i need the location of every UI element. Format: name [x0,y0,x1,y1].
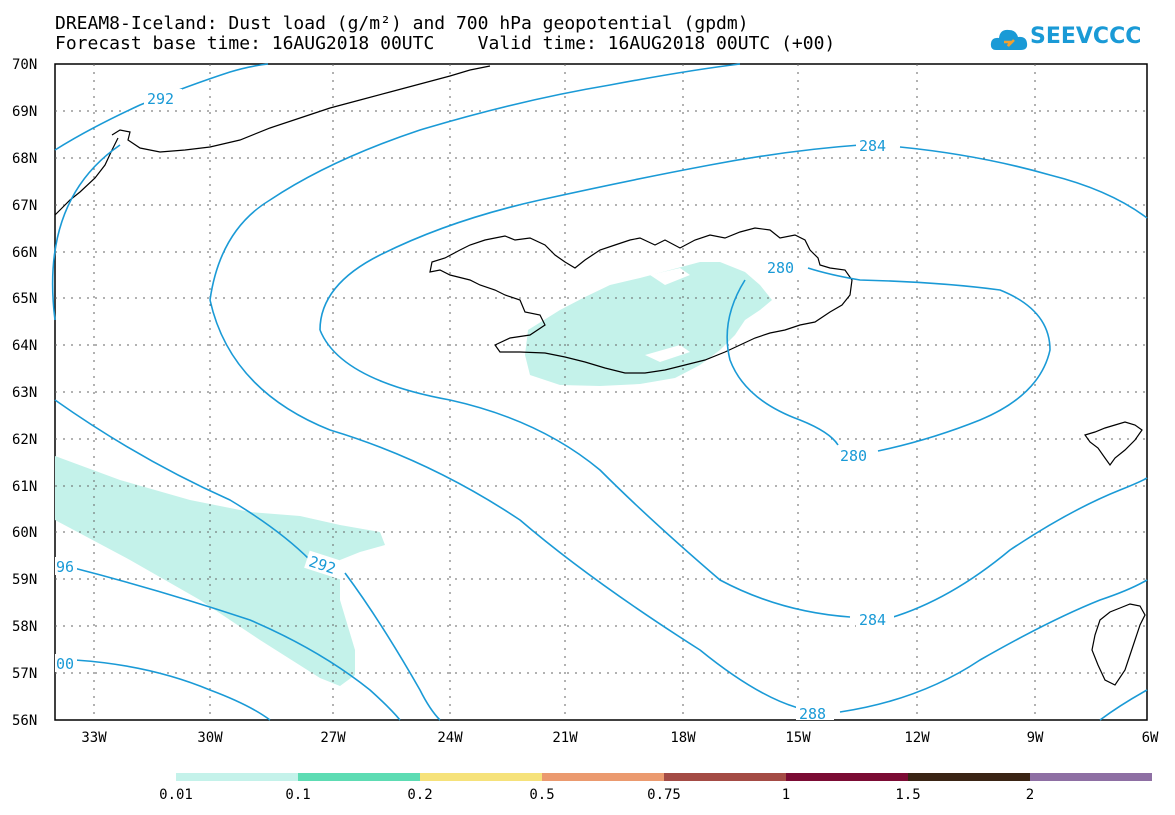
lon-label: 33W [81,730,107,746]
lat-label: 63N [12,385,37,401]
contour-288 [209,63,741,301]
lon-label: 15W [785,730,811,746]
contour-label: 292 [147,90,174,108]
colorbar-label: 1 [781,787,791,803]
lat-label: 66N [12,245,37,261]
lat-label: 59N [12,572,37,588]
coast-faroe [1084,421,1143,467]
map-title-line1: DREAM8-Iceland: Dust load (g/m²) and 700… [55,13,749,34]
map-title-line2: Forecast base time: 16AUG2018 00UTC Vali… [55,33,836,54]
coast-greenland [111,65,491,153]
lon-label: 18W [670,730,696,746]
contour-label: 280 [840,447,867,465]
colorbar-swatch [908,773,1030,781]
contour-280 [726,279,839,446]
contour-296 [69,566,401,721]
lat-label: 58N [12,619,37,635]
colorbar-label: 0.2 [407,787,433,803]
contour-284 [319,144,861,331]
dust-area-iceland [525,262,772,386]
coast-scotland [1091,603,1146,686]
lat-label: 64N [12,338,37,354]
lat-labels: 70N 69N 68N 67N 66N 65N 64N 63N 62N 61N … [12,57,37,729]
lat-label: 68N [12,151,37,167]
colorbar-swatch [176,773,298,781]
colorbar-label: 1.5 [895,787,921,803]
lat-label: 65N [12,291,37,307]
contour-label: 00 [56,655,74,673]
lon-labels: 33W 30W 27W 24W 21W 18W 15W 12W 9W 6W [81,730,1159,746]
colorbar-swatch [786,773,908,781]
cloud-logo-icon [990,29,1028,50]
coast-iceland [429,227,853,374]
colorbar-label: 0.1 [285,787,311,803]
colorbar-label: 0.01 [159,787,193,803]
contour-300 [74,659,271,721]
colorbar-swatch [420,773,542,781]
lat-label: 61N [12,479,37,495]
geopotential-contours [51,63,1148,721]
lat-label: 69N [12,104,37,120]
colorbar [176,773,1152,781]
colorbar-swatch [664,773,786,781]
lon-label: 12W [904,730,930,746]
lon-label: 9W [1027,730,1044,746]
colorbar-label: 2 [1025,787,1035,803]
lon-label: 21W [552,730,578,746]
lat-label: 60N [12,525,37,541]
contour-292-south [54,399,311,561]
contour-label: 284 [859,137,886,155]
dust-area-southwest [55,456,385,686]
colorbar-swatch [298,773,420,781]
map-grid [55,64,1147,720]
colorbar-swatch [1030,773,1152,781]
contour-label: 280 [767,259,794,277]
contour-288-north [51,144,121,321]
lon-label: 30W [197,730,223,746]
contour-label: 284 [859,611,886,629]
lat-label: 67N [12,198,37,214]
colorbar-swatch [542,773,664,781]
coastlines [54,65,1146,686]
colorbar-label: 0.5 [529,787,555,803]
colorbar-label: 0.75 [647,787,681,803]
contour-label: 288 [799,705,826,723]
lon-label: 24W [437,730,463,746]
lat-label: 57N [12,666,37,682]
lat-label: 62N [12,432,37,448]
contour-label: 96 [56,558,74,576]
lon-label: 27W [320,730,346,746]
lat-label: 56N [12,713,37,729]
lat-label: 70N [12,57,37,73]
lon-label: 6W [1142,730,1159,746]
logo-text: SEEVCCC [1030,24,1142,49]
